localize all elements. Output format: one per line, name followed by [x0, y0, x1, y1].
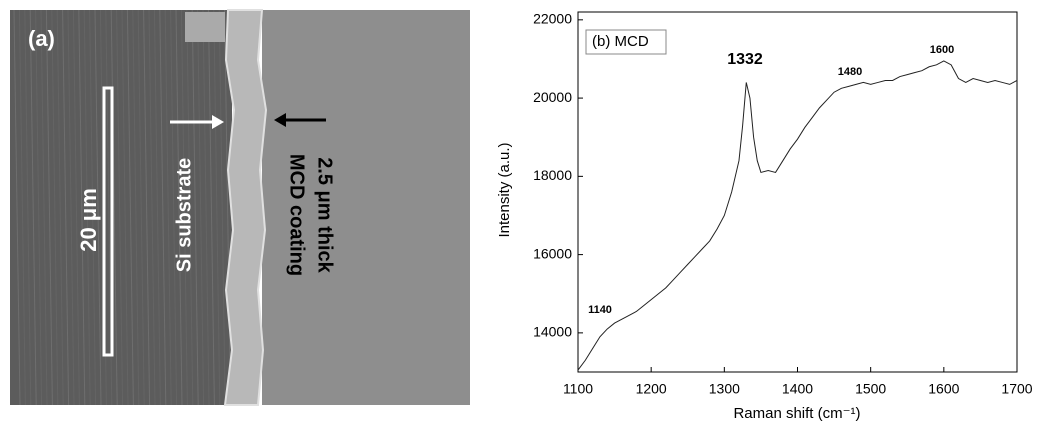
arrowhead: [274, 113, 286, 127]
stripe: [186, 9, 194, 406]
sem-image: (a) 20 μm Si substrate 2.5 μm thick MCD …: [10, 9, 470, 406]
peak-label: 1332: [727, 51, 763, 68]
stripe: [83, 9, 91, 406]
panel-label: (b) MCD: [592, 33, 649, 50]
peak-label: 1140: [588, 304, 612, 316]
y-tick-label: 16000: [533, 245, 572, 261]
stripe: [180, 9, 188, 406]
stripe: [62, 9, 70, 406]
stripe: [13, 9, 21, 406]
stripe: [67, 9, 75, 406]
x-tick-label: 1400: [782, 381, 813, 397]
legend-box: [585, 29, 667, 55]
x-tick-label: 1200: [636, 381, 667, 397]
annotation: 2.5 μm thick: [314, 157, 336, 273]
stripe: [218, 9, 226, 406]
x-tick-label: 1500: [855, 381, 886, 397]
x-tick-label: 1100: [563, 381, 593, 397]
x-tick-label: 1600: [928, 381, 959, 397]
background-region: [262, 10, 470, 405]
stripe: [164, 9, 172, 406]
stripe: [40, 9, 48, 406]
y-tick-label: 20000: [533, 89, 572, 105]
y-axis-title: Intensity (a.u.): [496, 142, 513, 237]
y-tick-label: 18000: [533, 167, 572, 183]
stripe: [18, 9, 26, 406]
stripe: [56, 9, 64, 406]
plot-frame: [577, 11, 1018, 373]
x-tick-label: 1700: [1001, 381, 1032, 397]
stripe: [45, 9, 53, 406]
chart: (b) MCD Raman shift (cm⁻¹) Intensity (a.…: [496, 11, 1033, 422]
stripe: [110, 9, 118, 406]
x-axis-title: Raman shift (cm⁻¹): [733, 405, 860, 422]
stripe: [202, 9, 210, 406]
stripe: [116, 9, 124, 406]
stripe: [29, 9, 37, 406]
stripe: [170, 9, 178, 406]
panel-label: (a): [28, 26, 55, 51]
spectrum-line: [577, 60, 1018, 371]
stripe: [35, 9, 43, 406]
stripe: [148, 9, 156, 406]
stripe: [197, 9, 205, 406]
stripe: [126, 9, 134, 406]
annotation: Si substrate: [173, 158, 195, 272]
stripe: [51, 9, 59, 406]
peak-label: 1480: [838, 66, 862, 78]
scale-bar: [102, 86, 114, 357]
stripe: [89, 9, 97, 406]
debris: [185, 12, 225, 42]
x-tick-label: 1300: [709, 381, 740, 397]
peak-label: 1600: [930, 44, 954, 56]
stripe: [121, 9, 129, 406]
stripe: [153, 9, 161, 406]
annotation: MCD coating: [286, 154, 308, 276]
arrowhead: [212, 115, 224, 129]
stripe: [78, 9, 86, 406]
stripe: [224, 9, 232, 406]
stripe: [72, 9, 80, 406]
y-tick-label: 22000: [533, 11, 572, 27]
stripe: [94, 9, 102, 406]
stripe: [159, 9, 167, 406]
stripe: [175, 9, 183, 406]
scale-label: 20 μm: [76, 188, 101, 252]
coating-band: [223, 9, 268, 406]
stripe: [191, 9, 199, 406]
y-tick-label: 14000: [533, 324, 572, 340]
stripe: [143, 9, 151, 406]
stripe: [213, 9, 221, 406]
stripe: [24, 9, 32, 406]
stripe: [132, 9, 140, 406]
stripe: [137, 9, 145, 406]
stripe: [207, 9, 215, 406]
